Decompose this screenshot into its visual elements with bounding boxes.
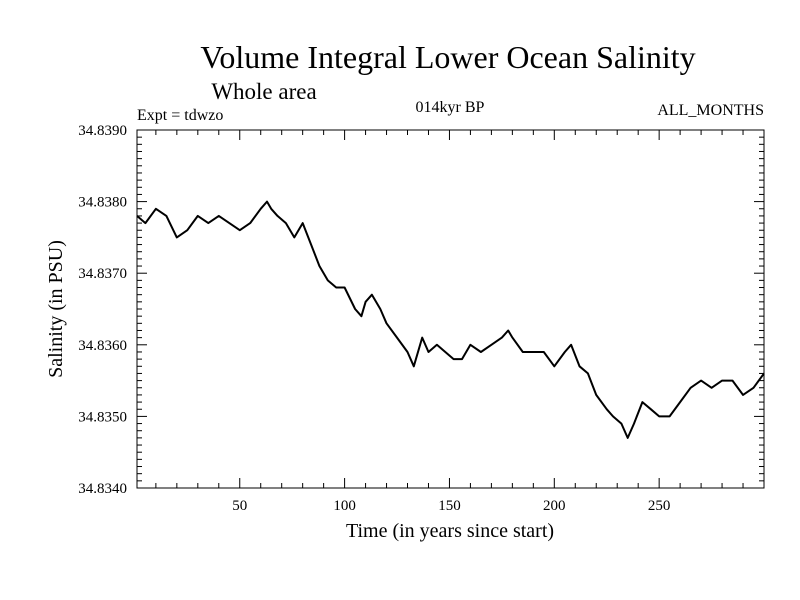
y-tick-label: 34.8340 (78, 481, 127, 497)
x-tick-label: 50 (232, 498, 247, 514)
y-tick-label: 34.8390 (78, 123, 127, 139)
salinity-series-line (136, 200, 765, 439)
y-tick-label: 34.8360 (78, 338, 127, 354)
y-tick-label: 34.8350 (78, 409, 127, 425)
plot-frame (136, 129, 765, 489)
x-tick-label: 200 (543, 498, 566, 514)
y-tick-label: 34.8370 (78, 266, 127, 282)
annotation-left: Expt = tdwzo (137, 107, 223, 124)
y-axis-tick-labels: 34.8340 34.8350 34.8360 34.8370 34.8380 34.83… (78, 123, 127, 497)
y-axis-label: Salinity (in PSU) (45, 240, 67, 378)
x-tick-label: 100 (333, 498, 356, 514)
x-tick-label: 150 (438, 498, 461, 514)
chart-subtitle: Whole area (211, 79, 316, 104)
y-axis-ticks (137, 129, 764, 489)
x-tick-label: 250 (648, 498, 671, 514)
x-axis-tick-labels: 50 100 150 200 250 (232, 498, 670, 514)
x-axis-label: Time (in years since start) (346, 520, 554, 542)
chart-title: Volume Integral Lower Ocean Salinity (200, 39, 695, 75)
x-axis-ticks (155, 130, 765, 488)
annotation-right: ALL_MONTHS (657, 102, 764, 119)
y-tick-label: 34.8380 (78, 195, 127, 211)
annotation-center: 014kyr BP (416, 99, 485, 116)
